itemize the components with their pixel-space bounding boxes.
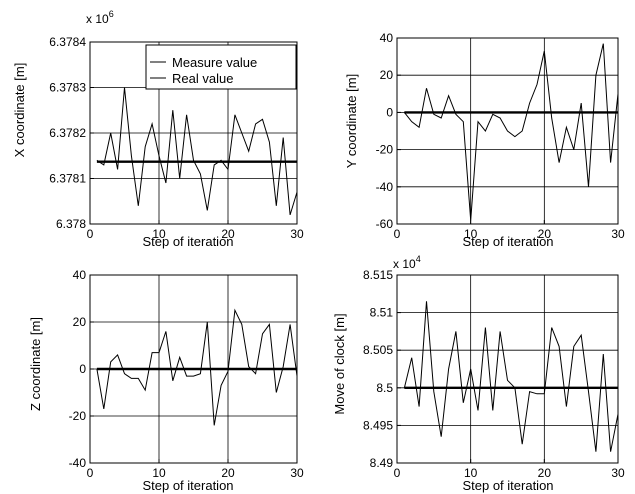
- legend-label-real: Real value: [172, 71, 233, 86]
- x-tick-label: 30: [611, 227, 625, 241]
- x-tick-label: 10: [464, 466, 478, 480]
- y-tick-label: 8.49: [370, 456, 394, 470]
- x-axis-label: Step of iteration: [142, 234, 233, 249]
- x-axis-label: Step of iteration: [462, 234, 553, 249]
- legend-label-measure: Measure value: [172, 55, 257, 70]
- y-tick-label: 6.3784: [49, 35, 86, 49]
- chart-panel-x-coordinate: 0 10 20 30 6.378 6.3781 6.3782 6.3783 6.3784 X c…: [12, 9, 304, 249]
- plot-area: 0 10 20 30 8.49 8.495 8.5 8.505 8.51 8.515: [363, 268, 625, 480]
- y-tick-label: 40: [380, 31, 394, 45]
- x-tick-label: 10: [152, 466, 166, 480]
- multiplier-base: x 10: [86, 12, 109, 26]
- multiplier-exponent: 6: [109, 9, 114, 19]
- chart-panel-z-coordinate: 0 10 20 30 -40 -20 0 20 40 Z coordinate [m] Step…: [28, 268, 304, 493]
- plot-area: 0 10 20 30 6.378 6.3781 6.3782 6.3783 6.3784: [49, 35, 304, 241]
- y-tick-label: 20: [73, 315, 87, 329]
- series-measure-value: [403, 301, 619, 452]
- y-tick-label: 8.51: [370, 306, 394, 320]
- x-tick-label: 20: [538, 466, 552, 480]
- legend: Measure value Real value: [145, 44, 297, 90]
- series-measure-value: [96, 308, 298, 426]
- series-measure-value: [96, 87, 298, 216]
- plot-area: 0 10 20 30 -60 -40 -20 0 20 40: [376, 31, 625, 241]
- plot-frame: [396, 37, 619, 225]
- multiplier-exponent: 4: [416, 254, 421, 264]
- x-tick-label: 30: [290, 466, 304, 480]
- y-tick-label: 40: [73, 268, 87, 282]
- x-axis-label: Step of iteration: [142, 478, 233, 493]
- x-tick-label: 30: [290, 227, 304, 241]
- y-tick-label: 8.5: [376, 381, 393, 395]
- y-tick-label: 0: [79, 362, 86, 376]
- y-tick-label: 6.3783: [49, 81, 86, 95]
- x-tick-label: 20: [221, 227, 235, 241]
- x-tick-label: 20: [538, 227, 552, 241]
- x-tick-label: 0: [87, 466, 94, 480]
- y-tick-label: 6.378: [56, 217, 86, 231]
- y-tick-label: 8.505: [363, 343, 393, 357]
- x-tick-label: 0: [394, 466, 401, 480]
- chart-panel-move-of-clock: 0 10 20 30 8.49 8.495 8.5 8.505 8.51 8.515 Move o…: [332, 254, 625, 493]
- x-tick-label: 10: [152, 227, 166, 241]
- plot-area: 0 10 20 30 -40 -20 0 20 40: [69, 268, 304, 480]
- y-tick-label: -40: [376, 180, 394, 194]
- x-tick-label: 0: [394, 227, 401, 241]
- y-tick-label: -20: [376, 143, 394, 157]
- legend-box: [145, 44, 297, 90]
- x-tick-label: 10: [464, 227, 478, 241]
- y-axis-label: Y coordinate [m]: [344, 74, 359, 168]
- plot-frame: [396, 274, 619, 464]
- x-tick-label: 0: [87, 227, 94, 241]
- axis-multiplier: x 106: [86, 9, 114, 26]
- chart-panel-y-coordinate: 0 10 20 30 -60 -40 -20 0 20 40 Y coordinate [m] S…: [344, 31, 625, 249]
- y-tick-label: -20: [69, 409, 87, 423]
- y-tick-label: 8.515: [363, 268, 393, 282]
- y-axis-label: X coordinate [m]: [12, 63, 27, 158]
- x-axis-label: Step of iteration: [462, 478, 553, 493]
- series-measure-value: [404, 43, 619, 221]
- y-tick-label: 20: [380, 68, 394, 82]
- y-axis-label: Z coordinate [m]: [28, 317, 43, 411]
- x-tick-label: 20: [221, 466, 235, 480]
- x-tick-label: 30: [611, 466, 625, 480]
- y-tick-label: 0: [386, 105, 393, 119]
- y-axis-label: Move of clock [m]: [332, 313, 347, 414]
- y-tick-label: 8.495: [363, 418, 393, 432]
- multiplier-base: x 10: [393, 257, 416, 271]
- y-tick-label: 6.3782: [49, 126, 86, 140]
- y-tick-label: -40: [69, 456, 87, 470]
- y-tick-label: 6.3781: [49, 172, 86, 186]
- axis-multiplier: x 104: [393, 254, 421, 271]
- y-tick-label: -60: [376, 217, 394, 231]
